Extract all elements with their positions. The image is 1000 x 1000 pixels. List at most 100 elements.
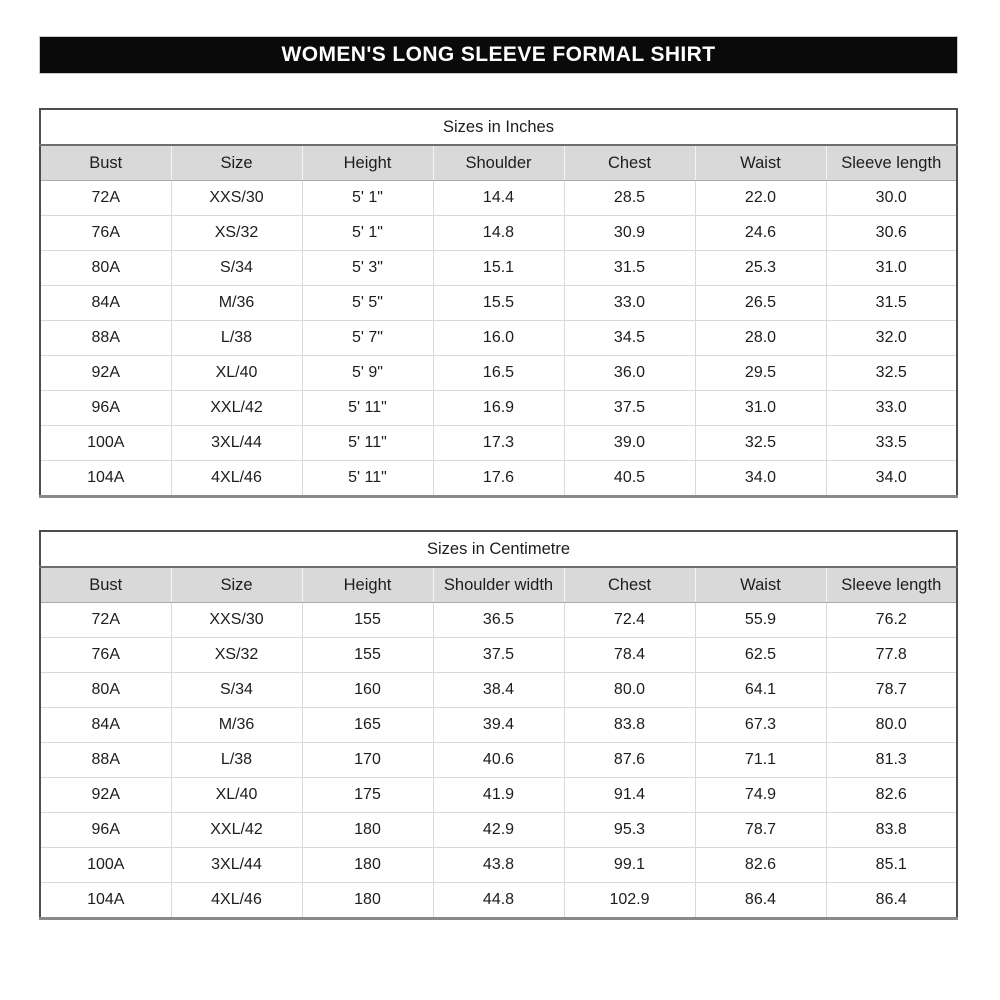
table-cell: 24.6 <box>694 215 826 251</box>
table-cell: 67.3 <box>694 707 826 743</box>
table-cell: 14.4 <box>432 180 564 216</box>
table-cell: 84A <box>40 285 171 321</box>
table-cell: 32.0 <box>825 320 957 356</box>
table-cell: 39.0 <box>563 425 695 461</box>
table-row: 72A XXS/30 155 36.5 72.4 55.9 76.2 <box>40 602 957 638</box>
table-cell: 82.6 <box>825 777 957 813</box>
table-cell: 80A <box>40 250 171 286</box>
table-cell: 40.6 <box>432 742 564 778</box>
table-title-inches: Sizes in Inches <box>40 109 957 146</box>
table-cell: 81.3 <box>825 742 957 778</box>
column-header: Height <box>301 145 433 181</box>
table-row: 76A XS/32 5' 1" 14.8 30.9 24.6 30.6 <box>40 215 957 251</box>
table-row: 96A XXL/42 5' 11" 16.9 37.5 31.0 33.0 <box>40 390 957 426</box>
table-row: 84A M/36 165 39.4 83.8 67.3 80.0 <box>40 707 957 743</box>
table-cell: 92A <box>40 777 171 813</box>
table-cell: 37.5 <box>563 390 695 426</box>
table-cell: 3XL/44 <box>170 425 302 461</box>
table-cell: 78.7 <box>825 672 957 708</box>
table-row: 84A M/36 5' 5" 15.5 33.0 26.5 31.5 <box>40 285 957 321</box>
column-header: Sleeve length <box>825 567 957 603</box>
table-cell: 26.5 <box>694 285 826 321</box>
table-row: 104A 4XL/46 180 44.8 102.9 86.4 86.4 <box>40 882 957 919</box>
table-cell: 44.8 <box>432 882 564 919</box>
table-cell: 76.2 <box>825 602 957 638</box>
table-cell: 72A <box>40 180 171 216</box>
table-cell: 32.5 <box>825 355 957 391</box>
table-cell: 31.5 <box>563 250 695 286</box>
table-body: 72A XXS/30 155 36.5 72.4 55.9 76.2 76A XS/32 155 3… <box>40 602 957 919</box>
table-row: 100A 3XL/44 5' 11" 17.3 39.0 32.5 33.5 <box>40 425 957 461</box>
table-cell: 36.5 <box>432 602 564 638</box>
table-cell: 17.6 <box>432 460 564 497</box>
page-title: WOMEN'S LONG SLEEVE FORMAL SHIRT <box>281 43 716 66</box>
table-cell: 180 <box>301 847 433 883</box>
table-cell: 180 <box>301 812 433 848</box>
column-header: Waist <box>694 145 826 181</box>
table-row: 80A S/34 160 38.4 80.0 64.1 78.7 <box>40 672 957 708</box>
table-cell: 5' 3" <box>301 250 433 286</box>
table-cell: 5' 11" <box>301 460 433 497</box>
table-header-row: Bust Size Height Shoulder Chest Waist Sleeve l… <box>40 145 957 181</box>
table-cell: XL/40 <box>170 777 302 813</box>
table-cell: 155 <box>301 602 433 638</box>
table-cell: 82.6 <box>694 847 826 883</box>
table-cell: 72.4 <box>563 602 695 638</box>
column-header: Size <box>170 567 302 603</box>
table-cell: 34.5 <box>563 320 695 356</box>
table-cell: 5' 1" <box>301 180 433 216</box>
table-cell: 17.3 <box>432 425 564 461</box>
column-header: Shoulder <box>432 145 564 181</box>
table-cell: 180 <box>301 882 433 919</box>
table-cell: XS/32 <box>170 637 302 673</box>
table-row: 72A XXS/30 5' 1" 14.4 28.5 22.0 30.0 <box>40 180 957 216</box>
table-cell: 175 <box>301 777 433 813</box>
table-cell: 100A <box>40 847 171 883</box>
table-cell: 39.4 <box>432 707 564 743</box>
table-caption-row: Sizes in Centimetre <box>40 531 957 568</box>
table-cell: 96A <box>40 390 171 426</box>
table-cell: 91.4 <box>563 777 695 813</box>
table-title-centimetre: Sizes in Centimetre <box>40 531 957 568</box>
column-header: Size <box>170 145 302 181</box>
table-row: 96A XXL/42 180 42.9 95.3 78.7 83.8 <box>40 812 957 848</box>
table-cell: 78.7 <box>694 812 826 848</box>
table-cell: 64.1 <box>694 672 826 708</box>
table-cell: 37.5 <box>432 637 564 673</box>
table-cell: 5' 11" <box>301 390 433 426</box>
column-header: Chest <box>563 567 695 603</box>
table-cell: M/36 <box>170 707 302 743</box>
table-cell: 5' 7" <box>301 320 433 356</box>
table-row: 104A 4XL/46 5' 11" 17.6 40.5 34.0 34.0 <box>40 460 957 497</box>
table-cell: 16.0 <box>432 320 564 356</box>
table-cell: M/36 <box>170 285 302 321</box>
table-cell: 71.1 <box>694 742 826 778</box>
table-row: 76A XS/32 155 37.5 78.4 62.5 77.8 <box>40 637 957 673</box>
column-header: Bust <box>40 145 171 181</box>
table-cell: 87.6 <box>563 742 695 778</box>
table-cell: L/38 <box>170 742 302 778</box>
column-header: Bust <box>40 567 171 603</box>
column-header: Shoulder width <box>432 567 564 603</box>
table-cell: 95.3 <box>563 812 695 848</box>
table-cell: 16.9 <box>432 390 564 426</box>
table-cell: 155 <box>301 637 433 673</box>
table-cell: 104A <box>40 882 171 919</box>
table-row: 92A XL/40 5' 9" 16.5 36.0 29.5 32.5 <box>40 355 957 391</box>
table-cell: 102.9 <box>563 882 695 919</box>
table-row: 100A 3XL/44 180 43.8 99.1 82.6 85.1 <box>40 847 957 883</box>
table-cell: 15.5 <box>432 285 564 321</box>
table-cell: 31.0 <box>694 390 826 426</box>
table-cell: XXS/30 <box>170 602 302 638</box>
table-cell: 4XL/46 <box>170 882 302 919</box>
table-cell: 96A <box>40 812 171 848</box>
table-cell: 86.4 <box>825 882 957 919</box>
table-cell: 78.4 <box>563 637 695 673</box>
table-cell: 30.6 <box>825 215 957 251</box>
column-header: Chest <box>563 145 695 181</box>
table-cell: XXL/42 <box>170 390 302 426</box>
table-cell: 28.0 <box>694 320 826 356</box>
table-cell: 30.0 <box>825 180 957 216</box>
table-cell: 80.0 <box>825 707 957 743</box>
